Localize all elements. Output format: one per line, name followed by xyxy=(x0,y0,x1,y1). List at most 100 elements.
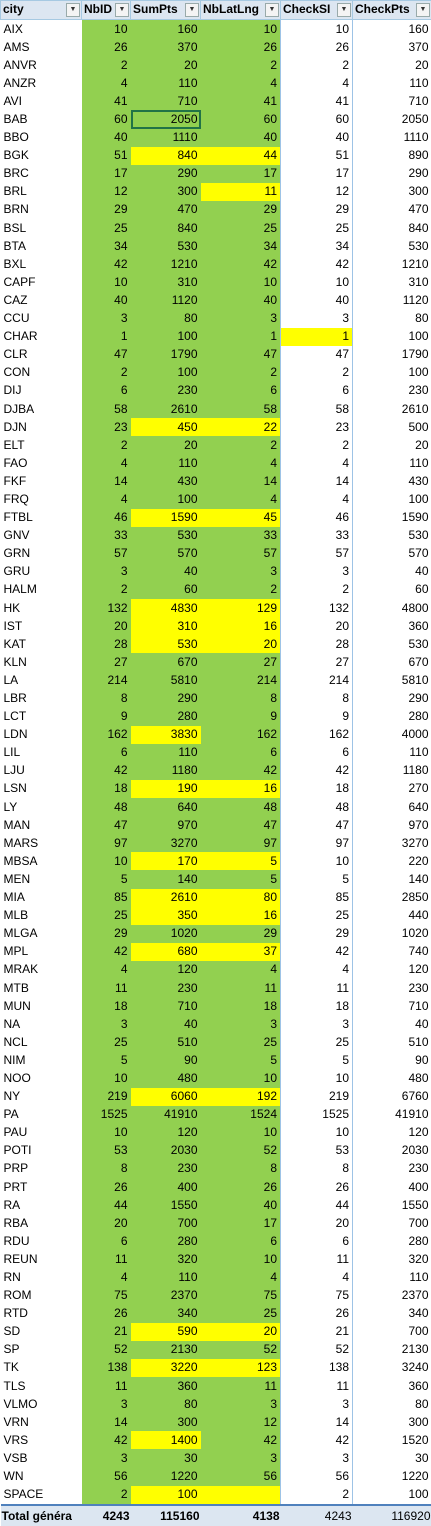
cell-nblatlng[interactable]: 10 xyxy=(201,20,281,39)
cell-nbid[interactable]: 17 xyxy=(82,165,131,183)
cell-nbid[interactable]: 46 xyxy=(82,509,131,527)
cell-checksi[interactable]: 18 xyxy=(281,780,353,798)
cell-nblatlng[interactable]: 40 xyxy=(201,129,281,147)
cell-nblatlng[interactable]: 37 xyxy=(201,943,281,961)
cell-nbid[interactable]: 52 xyxy=(82,1341,131,1359)
cell-checksi[interactable]: 28 xyxy=(281,635,353,653)
cell-nblatlng[interactable]: 20 xyxy=(201,1323,281,1341)
cell-city[interactable]: PRT xyxy=(1,1178,82,1196)
cell-city[interactable]: NIM xyxy=(1,1051,82,1069)
cell-checksi[interactable]: 5 xyxy=(281,1051,353,1069)
cell-city[interactable]: CHAR xyxy=(1,328,82,346)
cell-nbid[interactable]: 29 xyxy=(82,201,131,219)
cell-checksi[interactable]: 2 xyxy=(281,56,353,74)
cell-checkpts[interactable]: 140 xyxy=(353,870,431,888)
cell-sumpts[interactable]: 470 xyxy=(131,201,201,219)
cell-sumpts[interactable]: 60 xyxy=(131,581,201,599)
cell-city[interactable]: LSN xyxy=(1,780,82,798)
cell-checkpts[interactable]: 4800 xyxy=(353,599,431,617)
cell-city[interactable]: BXL xyxy=(1,255,82,273)
cell-nblatlng[interactable]: 4 xyxy=(201,1268,281,1286)
cell-city[interactable]: LCT xyxy=(1,708,82,726)
cell-nblatlng[interactable]: 4 xyxy=(201,454,281,472)
cell-nblatlng[interactable]: 80 xyxy=(201,889,281,907)
cell-checkpts[interactable]: 530 xyxy=(353,527,431,545)
cell-checkpts[interactable]: 20 xyxy=(353,436,431,454)
cell-nblatlng[interactable]: 18 xyxy=(201,997,281,1015)
cell-nbid[interactable]: 2 xyxy=(82,436,131,454)
cell-checksi[interactable]: 8 xyxy=(281,1160,353,1178)
cell-checksi[interactable]: 20 xyxy=(281,1214,353,1232)
cell-nbid[interactable]: 42 xyxy=(82,255,131,273)
total-checkpts[interactable]: 116920 xyxy=(353,1505,431,1526)
cell-nbid[interactable]: 42 xyxy=(82,943,131,961)
cell-sumpts[interactable]: 80 xyxy=(131,310,201,328)
cell-nbid[interactable]: 28 xyxy=(82,635,131,653)
cell-nblatlng[interactable]: 3 xyxy=(201,1449,281,1467)
cell-checkpts[interactable]: 110 xyxy=(353,744,431,762)
cell-checksi[interactable]: 14 xyxy=(281,472,353,490)
cell-checksi[interactable]: 4 xyxy=(281,1268,353,1286)
cell-city[interactable]: WN xyxy=(1,1468,82,1486)
cell-sumpts[interactable]: 160 xyxy=(131,20,201,39)
cell-nbid[interactable]: 18 xyxy=(82,780,131,798)
cell-checksi[interactable]: 2 xyxy=(281,364,353,382)
cell-nblatlng[interactable]: 45 xyxy=(201,509,281,527)
filter-dropdown-icon[interactable]: ▼ xyxy=(185,3,199,17)
cell-checksi[interactable]: 2 xyxy=(281,436,353,454)
total-nbid[interactable]: 4243 xyxy=(82,1505,131,1526)
cell-nbid[interactable]: 11 xyxy=(82,1377,131,1395)
cell-checkpts[interactable]: 510 xyxy=(353,1033,431,1051)
cell-checkpts[interactable]: 340 xyxy=(353,1305,431,1323)
cell-nblatlng[interactable]: 192 xyxy=(201,1088,281,1106)
cell-city[interactable]: GRU xyxy=(1,563,82,581)
cell-checkpts[interactable]: 120 xyxy=(353,961,431,979)
cell-city[interactable]: MIA xyxy=(1,889,82,907)
cell-checksi[interactable]: 3 xyxy=(281,1449,353,1467)
cell-sumpts[interactable]: 1020 xyxy=(131,925,201,943)
header-sumpts[interactable]: SumPts▼ xyxy=(131,1,201,20)
cell-city[interactable]: AVI xyxy=(1,92,82,110)
cell-checkpts[interactable]: 310 xyxy=(353,273,431,291)
cell-nblatlng[interactable]: 6 xyxy=(201,1232,281,1250)
cell-nblatlng[interactable]: 14 xyxy=(201,472,281,490)
cell-nbid[interactable]: 4 xyxy=(82,454,131,472)
cell-nblatlng[interactable]: 11 xyxy=(201,979,281,997)
cell-nblatlng[interactable]: 20 xyxy=(201,635,281,653)
cell-checkpts[interactable]: 120 xyxy=(353,1124,431,1142)
cell-nbid[interactable]: 23 xyxy=(82,418,131,436)
cell-sumpts[interactable]: 590 xyxy=(131,1323,201,1341)
cell-city[interactable]: ANVR xyxy=(1,56,82,74)
cell-nbid[interactable]: 3 xyxy=(82,1449,131,1467)
cell-nbid[interactable]: 53 xyxy=(82,1142,131,1160)
cell-nbid[interactable]: 33 xyxy=(82,527,131,545)
cell-checksi[interactable]: 2 xyxy=(281,1486,353,1505)
cell-checkpts[interactable]: 360 xyxy=(353,1377,431,1395)
cell-checksi[interactable]: 25 xyxy=(281,1033,353,1051)
cell-checkpts[interactable]: 100 xyxy=(353,1486,431,1505)
cell-city[interactable]: RA xyxy=(1,1196,82,1214)
cell-city[interactable]: KAT xyxy=(1,635,82,653)
cell-checkpts[interactable]: 3240 xyxy=(353,1359,431,1377)
cell-sumpts[interactable]: 2610 xyxy=(131,889,201,907)
cell-checkpts[interactable]: 4000 xyxy=(353,726,431,744)
cell-checksi[interactable]: 60 xyxy=(281,110,353,128)
cell-checksi[interactable]: 20 xyxy=(281,617,353,635)
cell-sumpts[interactable]: 2610 xyxy=(131,400,201,418)
cell-nblatlng[interactable]: 17 xyxy=(201,1214,281,1232)
cell-nbid[interactable]: 4 xyxy=(82,490,131,508)
cell-nblatlng[interactable]: 52 xyxy=(201,1142,281,1160)
cell-sumpts[interactable]: 340 xyxy=(131,1305,201,1323)
cell-checkpts[interactable]: 530 xyxy=(353,237,431,255)
cell-checkpts[interactable]: 1110 xyxy=(353,129,431,147)
cell-nbid[interactable]: 41 xyxy=(82,92,131,110)
cell-nblatlng[interactable]: 2 xyxy=(201,56,281,74)
cell-nblatlng[interactable]: 56 xyxy=(201,1468,281,1486)
cell-checkpts[interactable]: 440 xyxy=(353,907,431,925)
cell-nbid[interactable]: 1525 xyxy=(82,1106,131,1124)
cell-city[interactable]: BRC xyxy=(1,165,82,183)
cell-sumpts[interactable]: 140 xyxy=(131,870,201,888)
cell-nblatlng[interactable]: 40 xyxy=(201,1196,281,1214)
total-checksi[interactable]: 4243 xyxy=(281,1505,353,1526)
cell-sumpts[interactable]: 6060 xyxy=(131,1088,201,1106)
